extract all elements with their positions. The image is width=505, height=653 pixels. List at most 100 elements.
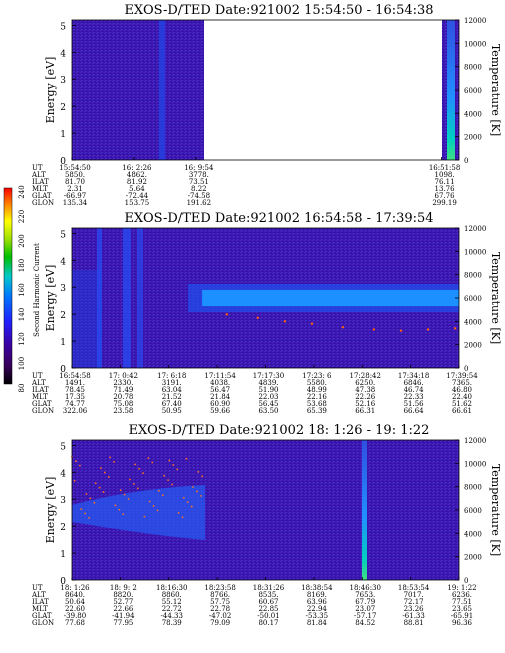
scatter-dot [143,515,146,518]
panel-2-bright-column [123,228,131,368]
panel-2-bright-column [97,228,102,368]
ephemeris-value: 8535. [258,591,278,599]
ephemeris-value: 23.26 [404,605,425,613]
ephemeris-value: 77.68 [65,619,85,627]
ephemeris-value: 17: 0:42 [109,372,138,380]
panel-2-y2label: Temperature [K] [489,252,502,344]
ephemeris-value: 66.61 [452,407,472,415]
ephemeris-value: 5580. [307,379,327,387]
scatter-dot [142,472,144,475]
panel-3-scatter-dots [71,455,204,519]
ephemeris-value: -61.33 [402,612,424,620]
ephemeris-value: 57.75 [210,598,230,606]
ephemeris-value: -74.58 [188,192,210,200]
scatter-dot [113,460,116,463]
ephemeris-value: 51.56 [404,400,425,408]
ephemeris-value: 59.66 [210,407,231,415]
ephemeris-value: -50.01 [257,612,279,620]
ephemeris-value: 18:23:58 [204,584,235,592]
temperature-point [453,327,457,330]
ephemeris-value: 18:46:30 [350,584,381,592]
scatter-dot [94,482,97,485]
energy-tick-label: 1 [60,130,66,140]
scatter-dot [138,467,141,470]
ephemeris-row-label: GLAT [32,192,52,200]
ephemeris-value: 75.08 [113,400,133,408]
scatter-dot [103,471,106,474]
panel-3-ylabel: Energy [eV] [44,477,57,544]
ephemeris-value: 22.26 [355,393,376,401]
ephemeris-value: 7017. [404,591,424,599]
ephemeris-row-label: GLON [32,407,54,415]
energy-tick-label: 2 [60,311,66,321]
ephemeris-row-label: GLAT [32,400,52,408]
temperature-point [399,329,403,332]
ephemeris-value: 22.85 [258,605,278,613]
colorbar-label: Second Harmonic Current [33,243,41,337]
colorbar-tick-label: 160 [18,283,26,296]
scatter-dot [85,493,88,495]
scatter-dot [107,476,110,478]
ephemeris-value: 76.11 [435,178,455,186]
scatter-dot [127,498,130,500]
temperature-tick-label: 8000 [464,64,482,72]
ephemeris-value: -57.17 [354,612,376,620]
ephemeris-value: 81.92 [127,178,147,186]
panel-3-bright-column [362,440,367,580]
ephemeris-value: 21.52 [162,393,182,401]
energy-tick-label: 2 [60,523,66,533]
ephemeris-value: 60.67 [258,598,278,606]
ephemeris-row-label: ALT [31,379,46,387]
ephemeris-value: 4862. [127,171,147,179]
ephemeris-value: 20.78 [113,393,133,401]
panel-3: EXOS-D/TED Date:921002 18: 1:26 - 19: 1:… [44,423,502,581]
energy-tick-label: 5 [60,442,66,452]
ephemeris-value: 79.09 [210,619,230,627]
ephemeris-value: -53.35 [306,612,328,620]
ephemeris-row-label: MLT [32,185,48,193]
temperature-tick-label: 8000 [464,272,482,280]
scatter-dot [176,468,179,471]
scatter-dot [118,508,121,511]
temperature-tick-label: 12000 [464,225,486,233]
scatter-dot [151,461,154,464]
ephemeris-row-label: UT [32,164,43,172]
ephemeris-row-label: GLON [32,619,54,627]
scatter-dot [185,457,188,460]
ephemeris-value: 46.80 [452,386,472,394]
ephemeris-value: 1491. [65,379,85,387]
ephemeris-value: 22.78 [210,605,230,613]
temperature-tick-label: 8000 [464,484,482,492]
ephemeris-value: 135.34 [63,199,88,207]
scatter-dot [167,479,169,482]
ephemeris-value: -65.91 [451,612,473,620]
panel-2-title: EXOS-D/TED Date:921002 16:54:58 - 17:39:… [124,211,433,226]
scatter-dot [172,464,175,466]
ephemeris-row-label: UT [32,584,43,592]
ephemeris-value: 22.16 [307,393,328,401]
colorbar-tick-label: 140 [18,308,26,321]
scatter-dot [201,475,204,478]
ephemeris-value: 17:34:18 [398,372,429,380]
ephemeris-value: 17:28:42 [350,372,381,380]
ephemeris-value: -66.97 [64,192,86,200]
ephemeris-value: -47.02 [209,612,231,620]
axis-ticks: 0123450200040006000800010000120000123450… [60,17,486,587]
ephemeris-value: 21.84 [210,393,231,401]
temperature-tick-label: 6000 [464,295,482,303]
temperature-tick-label: 0 [464,365,468,373]
ephemeris-value: 8766. [210,591,230,599]
ephemeris-value: 18:53:54 [398,584,430,592]
ephemeris-value: 22.72 [162,605,182,613]
temperature-tick-label: 4000 [464,318,482,326]
temperature-tick-label: 2000 [464,342,482,350]
temperature-tick-label: 12000 [464,437,486,445]
ephemeris-value: 8169. [307,591,327,599]
ephemeris-value: 63.96 [307,598,328,606]
colorbar-tick-label: 100 [18,357,26,370]
ephemeris-value: 71.49 [113,386,133,394]
ephemeris-value: 56.47 [210,386,230,394]
scatter-dot [182,496,185,499]
temperature-tick-label: 10000 [464,248,486,256]
scatter-dot [78,464,81,467]
